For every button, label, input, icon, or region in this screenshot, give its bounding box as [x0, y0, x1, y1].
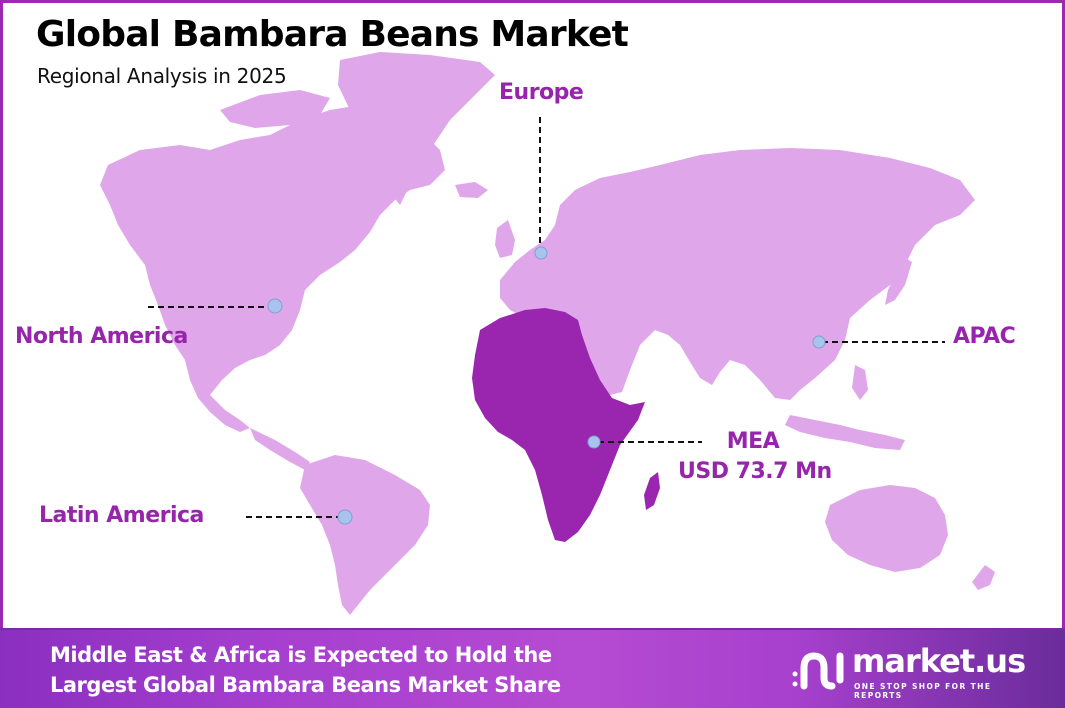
- banner-line-2: Largest Global Bambara Beans Market Shar…: [50, 673, 561, 697]
- page-subtitle: Regional Analysis in 2025: [37, 64, 287, 88]
- marker-latin-america[interactable]: [337, 509, 353, 525]
- banner-text: Middle East & Africa is Expected to Hold…: [50, 640, 561, 700]
- logo-tagline: ONE STOP SHOP FOR THE REPORTS: [854, 682, 992, 700]
- land-masses: [100, 52, 995, 615]
- region-australia: [825, 485, 948, 572]
- region-uk: [495, 220, 515, 258]
- markers: [267, 246, 826, 525]
- region-north-america: [100, 105, 445, 432]
- footer-banner: Middle East & Africa is Expected to Hold…: [0, 628, 1065, 708]
- label-mea-value: USD 73.7 Mn: [678, 459, 832, 484]
- marker-mea[interactable]: [587, 435, 601, 449]
- marker-europe[interactable]: [534, 246, 548, 260]
- label-mea: MEA USD 73.7 Mn: [678, 427, 832, 487]
- label-europe: Europe: [499, 80, 584, 105]
- logo-mark-icon: [792, 652, 844, 690]
- world-map: [100, 52, 995, 615]
- label-latin-america: Latin America: [39, 503, 204, 528]
- marker-north-america[interactable]: [267, 298, 283, 314]
- region-philippines: [852, 365, 868, 400]
- region-se-asia-islands: [785, 415, 905, 450]
- region-greenland: [338, 52, 495, 205]
- region-madagascar: [644, 472, 660, 510]
- region-latin-america: [300, 455, 430, 615]
- region-mea-africa: [472, 308, 645, 542]
- leader-lines: [148, 117, 945, 518]
- marker-apac[interactable]: [812, 335, 826, 349]
- region-central-america: [250, 428, 310, 470]
- brand-logo[interactable]: market.us ONE STOP SHOP FOR THE REPORTS: [790, 642, 1040, 700]
- label-north-america: North America: [15, 324, 188, 349]
- region-europe-asia: [500, 148, 975, 400]
- region-iceland: [455, 182, 488, 198]
- region-japan: [885, 255, 912, 305]
- label-mea-name: MEA: [726, 429, 780, 454]
- region-new-zealand: [972, 565, 995, 590]
- page-title: Global Bambara Beans Market: [36, 14, 629, 55]
- region-arctic-islands: [220, 90, 330, 128]
- banner-line-1: Middle East & Africa is Expected to Hold…: [50, 643, 552, 667]
- logo-wordmark: market.us: [852, 642, 1026, 680]
- label-apac: APAC: [953, 324, 1016, 349]
